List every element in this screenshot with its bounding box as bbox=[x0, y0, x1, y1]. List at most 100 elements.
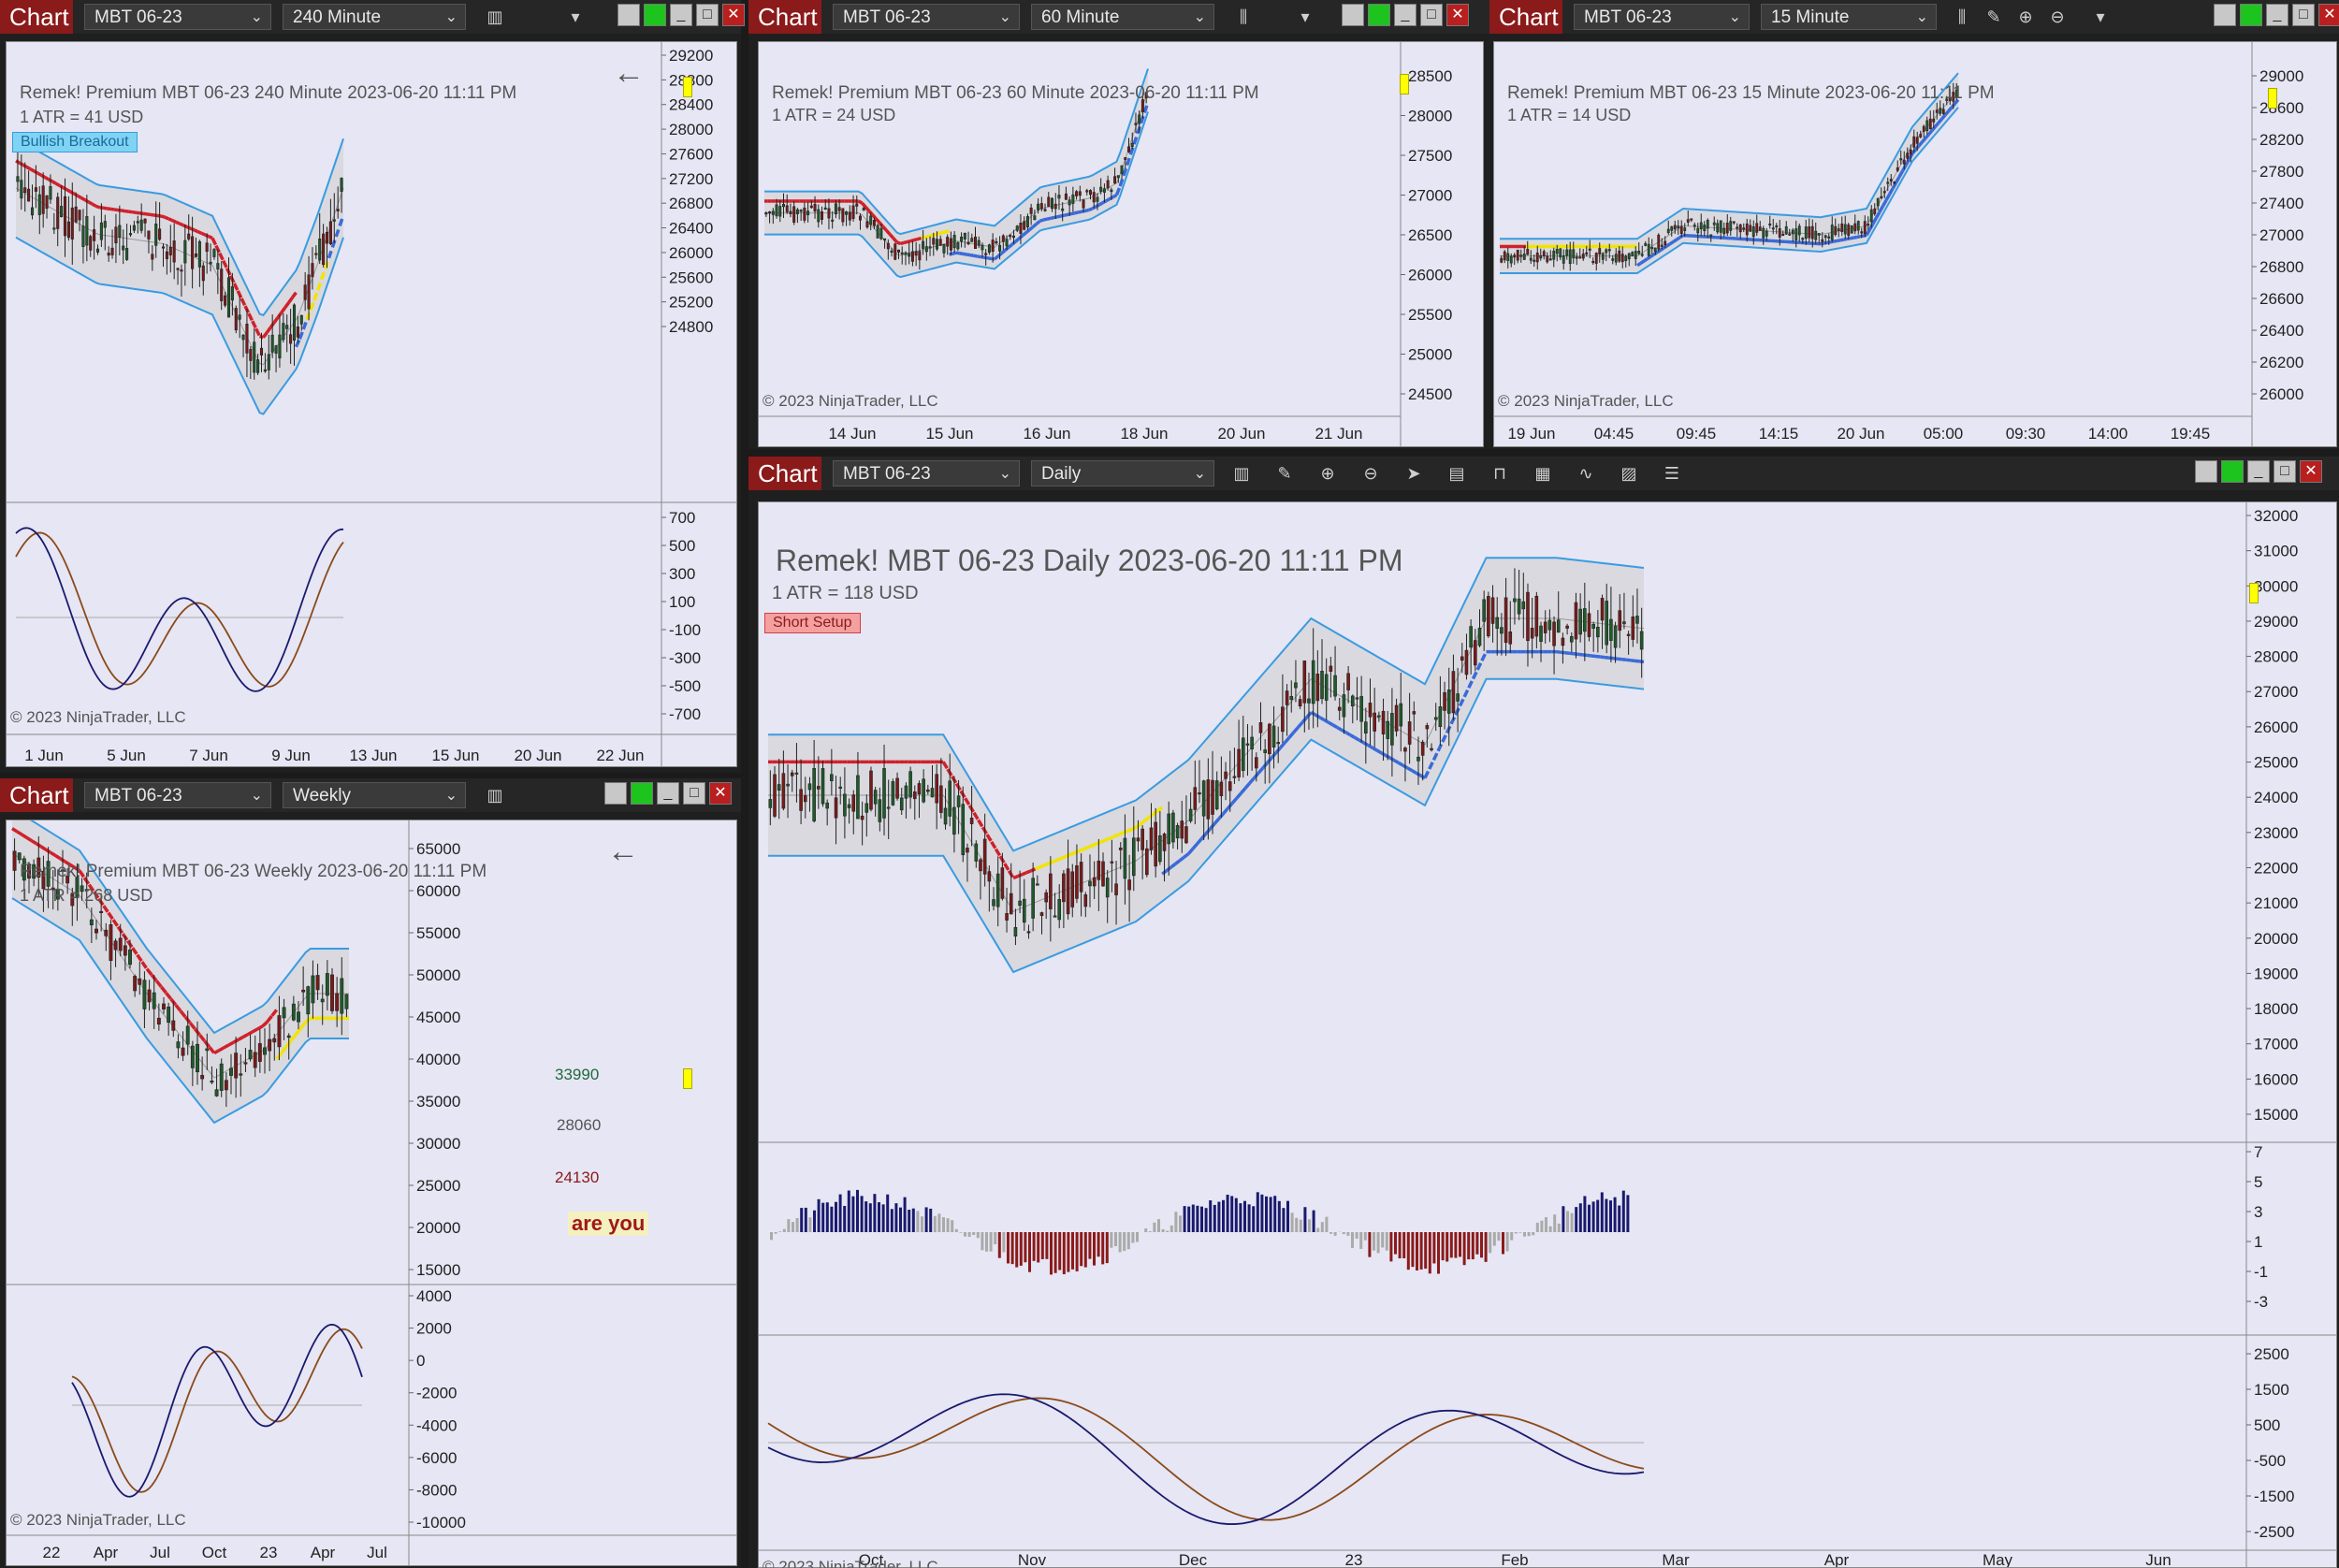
bar-type-icon[interactable]: ⫼ bbox=[1239, 7, 1248, 26]
back-arrow-icon[interactable]: ← bbox=[607, 834, 639, 869]
price-panel[interactable]: 29000 28600 28200 27800 27400 27000 26800 26600… bbox=[1493, 41, 2337, 447]
drawing-tool-icon[interactable]: ✎ bbox=[1986, 7, 2001, 26]
data-box-icon[interactable]: ▤ bbox=[1448, 464, 1465, 483]
bar-type-icon[interactable]: ⫼ bbox=[1957, 7, 1967, 26]
y-tick-label: 15000 bbox=[2254, 1106, 2298, 1124]
minimize-button[interactable]: _ bbox=[2247, 460, 2270, 483]
instrument-selector[interactable]: MBT 06-23 ⌄ bbox=[1574, 4, 1750, 30]
link-color-button[interactable] bbox=[644, 4, 666, 26]
minimize-button[interactable]: _ bbox=[657, 782, 679, 805]
maximize-button[interactable]: □ bbox=[683, 782, 705, 805]
minimize-button[interactable]: _ bbox=[1394, 4, 1416, 26]
list-icon[interactable]: ☰ bbox=[1663, 464, 1680, 483]
link-color-button[interactable] bbox=[631, 782, 653, 805]
trailing-stop-segment bbox=[136, 211, 140, 215]
trailing-stop-segment bbox=[1174, 859, 1181, 865]
price-panel[interactable]: 2920028800284002800027600272002680026400… bbox=[6, 41, 737, 767]
chart-tab[interactable]: Chart bbox=[0, 0, 73, 34]
maximize-button[interactable]: □ bbox=[2292, 4, 2315, 26]
link-button[interactable] bbox=[2214, 4, 2236, 26]
chart-tab[interactable]: Chart bbox=[748, 457, 821, 490]
instrument-selector[interactable]: MBT 06-23 ⌄ bbox=[84, 4, 271, 30]
candle-body bbox=[910, 251, 914, 262]
maximize-button[interactable]: □ bbox=[1420, 4, 1443, 26]
close-button[interactable]: ✕ bbox=[2300, 460, 2322, 483]
link-button[interactable] bbox=[617, 4, 640, 26]
zoom-out-icon[interactable]: ⊖ bbox=[2050, 7, 2065, 26]
dropdown-icon[interactable]: ▾ bbox=[571, 7, 580, 26]
candle-body bbox=[1097, 860, 1101, 880]
zoom-out-icon[interactable]: ⊖ bbox=[1363, 464, 1378, 483]
bar-type-icon[interactable]: ▥ bbox=[487, 786, 503, 805]
candle-body bbox=[1350, 695, 1355, 707]
trailing-stop-segment bbox=[1042, 217, 1048, 222]
link-button[interactable] bbox=[2195, 460, 2217, 483]
price-chart[interactable]: 29000 28600 28200 27800 27400 27000 26800 26600… bbox=[1494, 42, 2336, 446]
link-button[interactable] bbox=[604, 782, 627, 805]
trailing-stop-segment bbox=[256, 1024, 264, 1031]
instrument-selector[interactable]: MBT 06-23 ⌄ bbox=[833, 460, 1020, 486]
price-chart[interactable]: 32000 31000 30000 29000 28000 27000 26000 25000… bbox=[759, 502, 2336, 1567]
zoom-in-icon[interactable]: ⊕ bbox=[1320, 464, 1335, 483]
interval-selector[interactable]: 240 Minute ⌄ bbox=[283, 4, 466, 30]
histogram-bar bbox=[1126, 1232, 1130, 1250]
interval-selector[interactable]: 15 Minute ⌄ bbox=[1761, 4, 1937, 30]
maximize-button[interactable]: □ bbox=[696, 4, 719, 26]
interval-selector[interactable]: Daily ⌄ bbox=[1031, 460, 1214, 486]
link-button[interactable] bbox=[1342, 4, 1364, 26]
chart-tab[interactable]: Chart bbox=[748, 0, 821, 34]
bar-type-icon[interactable]: ▥ bbox=[487, 7, 503, 26]
trailing-stop-segment bbox=[1411, 769, 1417, 775]
signal-line bbox=[767, 1397, 1645, 1521]
back-arrow-icon[interactable]: ← bbox=[613, 55, 645, 91]
close-button[interactable]: ✕ bbox=[1446, 4, 1469, 26]
link-color-button[interactable] bbox=[2221, 460, 2244, 483]
interval-selector[interactable]: Weekly ⌄ bbox=[283, 782, 466, 808]
candle-body bbox=[936, 239, 938, 250]
minimize-button[interactable]: _ bbox=[670, 4, 692, 26]
price-panel[interactable]: 28500 28000 27500 27000 26500 26000 25500 25000… bbox=[758, 41, 1484, 447]
dropdown-icon[interactable]: ▾ bbox=[2096, 7, 2105, 26]
calculator-icon[interactable]: ▨ bbox=[1620, 464, 1637, 483]
trailing-stop-segment bbox=[1927, 129, 1934, 136]
bar-type-icon[interactable]: ▥ bbox=[1233, 464, 1250, 483]
interval-selector[interactable]: 60 Minute ⌄ bbox=[1031, 4, 1214, 30]
price-panel[interactable]: 65000 60000 55000 50000 45000 40000 35000 30000… bbox=[6, 820, 737, 1566]
price-chart[interactable]: 2920028800284002800027600272002680026400… bbox=[7, 42, 736, 766]
chart-tab[interactable]: Chart bbox=[0, 778, 73, 812]
maximize-button[interactable]: □ bbox=[2274, 460, 2296, 483]
close-button[interactable]: ✕ bbox=[722, 4, 745, 26]
chart-tab[interactable]: Chart bbox=[1489, 0, 1562, 34]
candle-body bbox=[1506, 253, 1510, 261]
indicators-icon[interactable]: ▦ bbox=[1534, 464, 1551, 483]
x-tick-label: 1 Jun bbox=[24, 747, 64, 764]
upper-band-line bbox=[15, 138, 344, 317]
candle-body bbox=[118, 937, 123, 951]
drawing-tool-icon[interactable]: ✎ bbox=[1277, 464, 1292, 483]
price-panel[interactable]: 32000 31000 30000 29000 28000 27000 26000 25000… bbox=[758, 501, 2337, 1568]
link-color-button[interactable] bbox=[1368, 4, 1390, 26]
price-chart[interactable]: 6500060000550005000045000400003500030000… bbox=[7, 820, 736, 1565]
candle-body bbox=[1912, 136, 1916, 148]
trailing-stop-segment bbox=[1850, 236, 1854, 240]
close-button[interactable]: ✕ bbox=[2318, 4, 2339, 26]
candle-body bbox=[1009, 893, 1013, 915]
zoom-in-icon[interactable]: ⊕ bbox=[2018, 7, 2033, 26]
properties-icon[interactable]: ⊓ bbox=[1492, 464, 1507, 483]
strategies-icon[interactable]: ∿ bbox=[1578, 464, 1593, 483]
candle-body bbox=[1324, 674, 1329, 701]
link-color-button[interactable] bbox=[2240, 4, 2262, 26]
dropdown-icon[interactable]: ▾ bbox=[1300, 7, 1310, 26]
instrument-selector[interactable]: MBT 06-23 ⌄ bbox=[833, 4, 1020, 30]
instrument-selector[interactable]: MBT 06-23 ⌄ bbox=[84, 782, 271, 808]
minimize-button[interactable]: _ bbox=[2266, 4, 2288, 26]
pointer-icon[interactable]: ➤ bbox=[1406, 464, 1421, 483]
candle-body bbox=[1517, 598, 1521, 615]
trailing-stop-segment bbox=[1128, 143, 1136, 155]
y-tick-label: 27000 bbox=[2259, 226, 2303, 244]
candle-body bbox=[768, 799, 773, 808]
histogram-bar bbox=[916, 1211, 920, 1232]
candle-body bbox=[154, 224, 158, 246]
price-chart[interactable]: 28500 28000 27500 27000 26500 26000 25500 25000… bbox=[759, 42, 1483, 446]
close-button[interactable]: ✕ bbox=[709, 782, 732, 805]
